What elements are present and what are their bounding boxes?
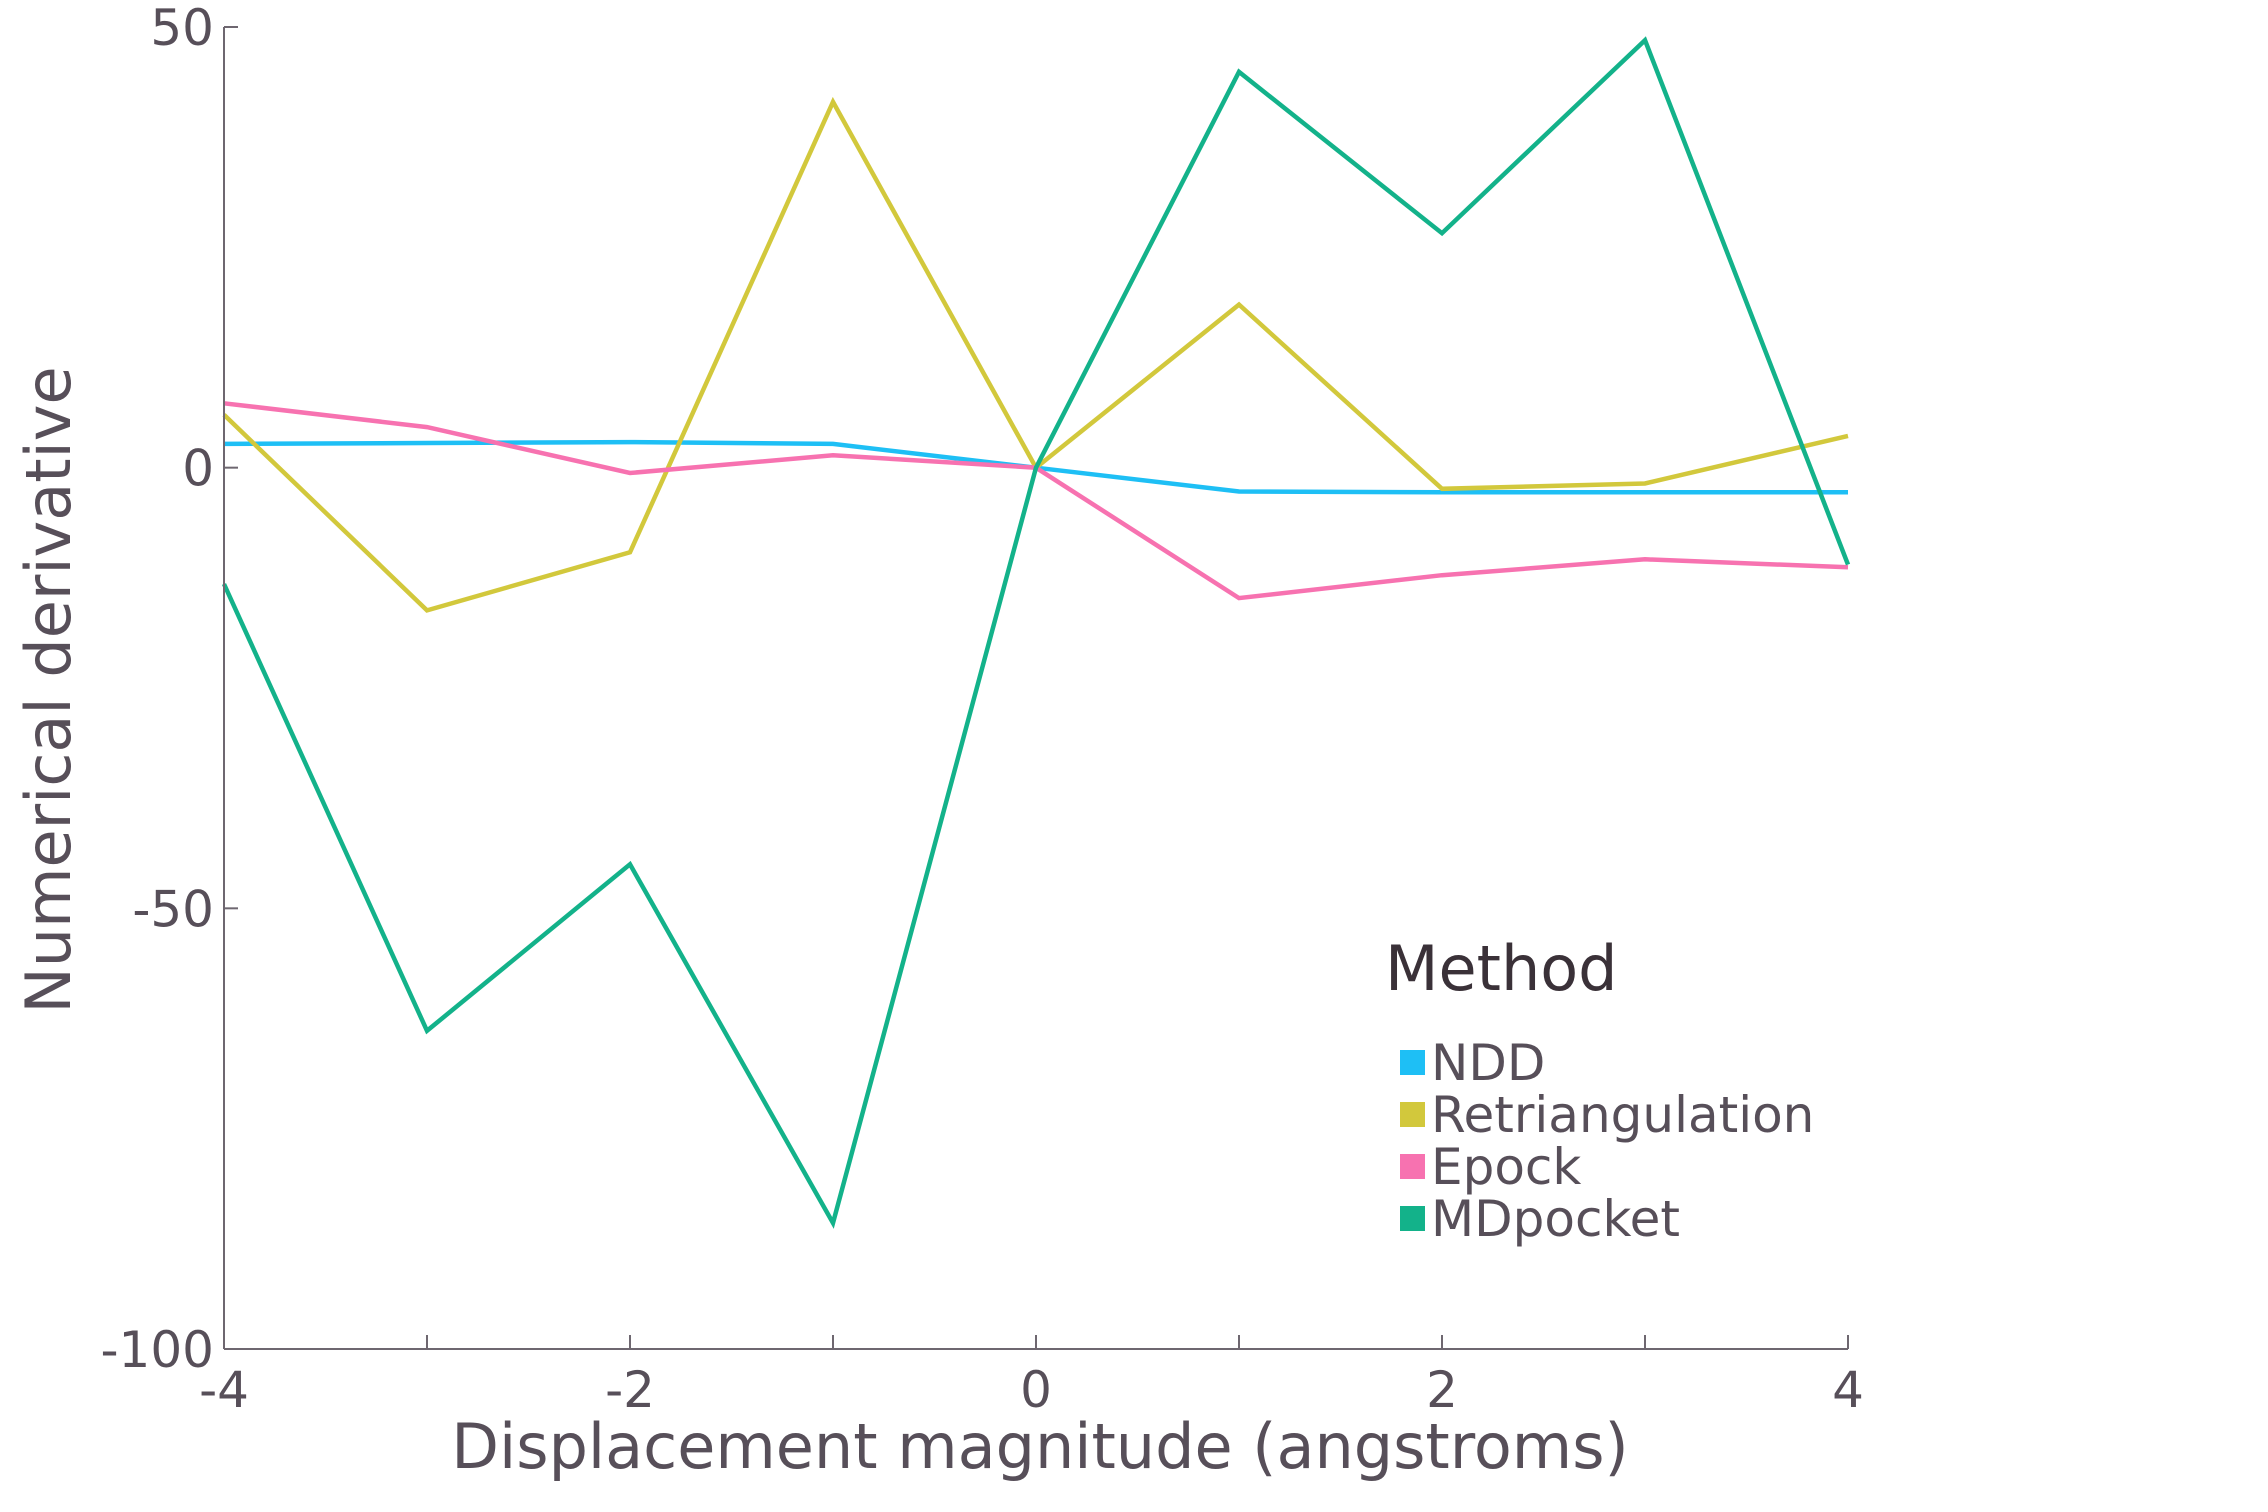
x-tick-label: -2 — [605, 1361, 655, 1419]
y-axis-title: Numerical derivative — [12, 366, 85, 1013]
legend-label-epock: Epock — [1431, 1138, 1581, 1196]
legend-swatch-epock — [1400, 1154, 1425, 1179]
axes: -4 -2 0 2 4 50 0 -50 -100 — [101, 0, 1864, 1419]
x-tick-label: -4 — [199, 1361, 249, 1419]
x-tick-label: 0 — [1020, 1361, 1052, 1419]
legend-swatch-mdpocket — [1400, 1206, 1425, 1231]
series-line-mdpocket — [221, 36, 1851, 1229]
series-line-epock — [223, 401, 1849, 601]
legend-swatch-ndd — [1400, 1050, 1425, 1075]
series-line-retriangulation — [222, 96, 1849, 613]
legend-swatch-retriangulation — [1400, 1102, 1425, 1127]
x-tick-label: 4 — [1832, 1361, 1864, 1419]
legend-label-mdpocket: MDpocket — [1431, 1190, 1680, 1248]
legend-label-retriangulation: Retriangulation — [1431, 1086, 1814, 1144]
legend-title: Method — [1385, 932, 1618, 1005]
y-tick-label: 0 — [182, 440, 214, 498]
legend-label-ndd: NDD — [1431, 1034, 1545, 1092]
x-tick-label: 2 — [1426, 1361, 1458, 1419]
plot-lines — [221, 36, 1851, 1229]
y-tick-label: -100 — [101, 1321, 214, 1379]
x-axis-title: Displacement magnitude (angstroms) — [451, 1410, 1628, 1483]
y-tick-label: 50 — [150, 0, 214, 57]
y-tick-label: -50 — [132, 880, 214, 938]
